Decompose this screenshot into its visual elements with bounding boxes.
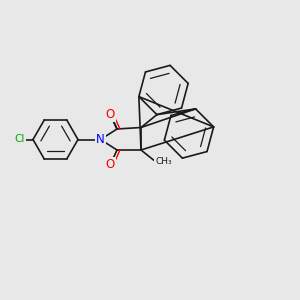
Text: O: O xyxy=(106,158,115,171)
Text: O: O xyxy=(106,108,115,121)
Text: CH₃: CH₃ xyxy=(155,158,172,166)
Text: Cl: Cl xyxy=(14,134,25,145)
Text: N: N xyxy=(96,133,105,146)
